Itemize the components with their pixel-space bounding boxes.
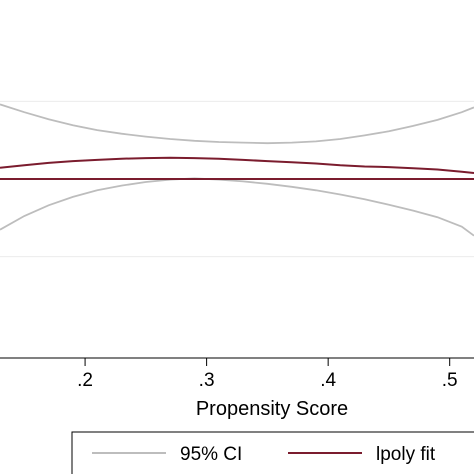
plot-lines bbox=[0, 103, 474, 237]
x-tick-label: .4 bbox=[320, 370, 336, 391]
ci-lower-line bbox=[0, 177, 474, 237]
gridlines bbox=[0, 100, 474, 258]
x-axis-title: Propensity Score bbox=[196, 398, 348, 420]
x-tick-label: .5 bbox=[442, 370, 458, 391]
legend-label-ci: 95% CI bbox=[180, 444, 242, 465]
x-tick-label: .2 bbox=[77, 370, 93, 391]
legend-label-fit: lpoly fit bbox=[376, 444, 436, 465]
x-tick-label: .3 bbox=[199, 370, 215, 391]
legend: 95% CI lpoly fit bbox=[71, 431, 474, 474]
ci-upper-line bbox=[0, 103, 474, 145]
lpoly-fit-line bbox=[0, 156, 474, 174]
x-axis-ticks: .2 .3 .4 .5 bbox=[77, 358, 458, 391]
